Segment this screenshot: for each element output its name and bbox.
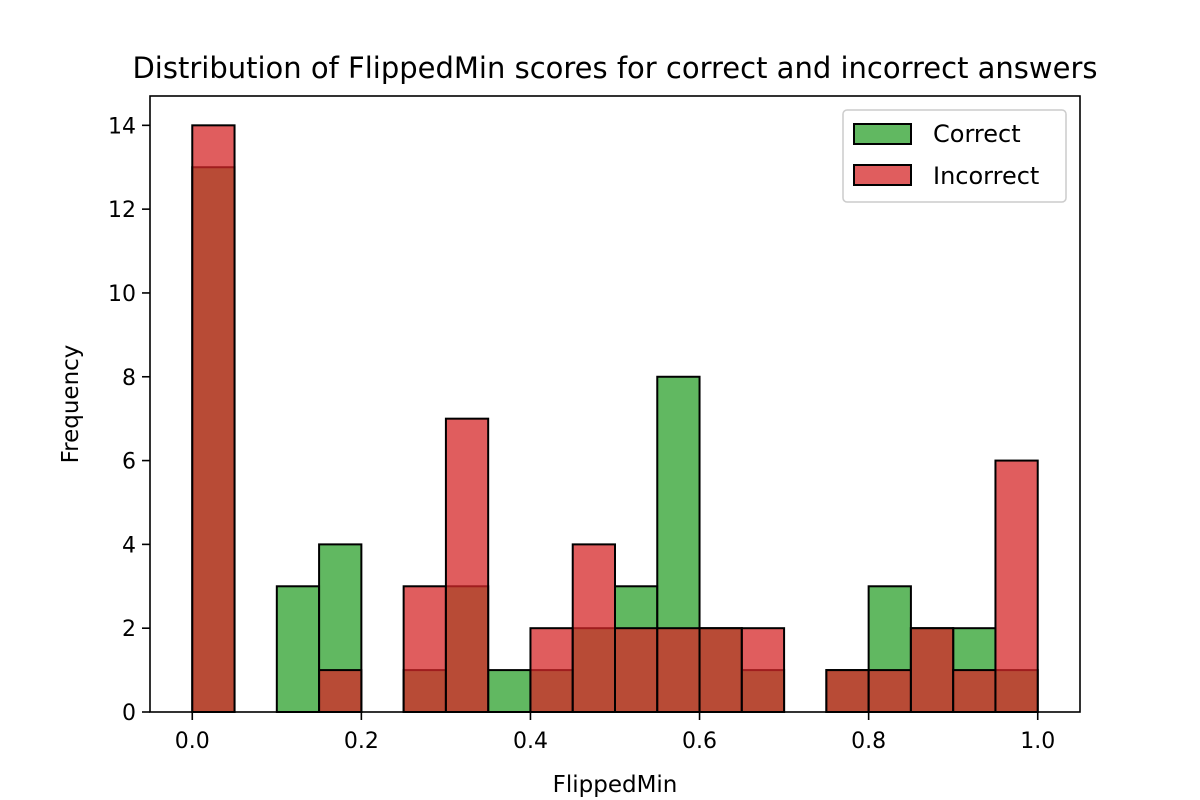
y-tick-label: 6 xyxy=(122,450,136,475)
x-tick-label: 0.2 xyxy=(344,729,379,754)
y-tick-label: 12 xyxy=(108,198,136,223)
x-axis-label: FlippedMin xyxy=(553,772,678,798)
bar-incorrect-0 xyxy=(191,124,236,714)
bar-incorrect-17 xyxy=(909,627,955,714)
x-tick-label: 0.6 xyxy=(682,729,717,754)
bar-incorrect-5 xyxy=(402,585,447,713)
bar-incorrect-10 xyxy=(614,627,659,714)
bar-correct-7 xyxy=(487,669,532,713)
bar-incorrect-9 xyxy=(571,543,617,714)
bar-incorrect-6 xyxy=(444,417,490,713)
bar-incorrect-11 xyxy=(656,627,701,714)
bar-incorrect-16 xyxy=(867,669,912,713)
legend: Correct Incorrect xyxy=(842,109,1067,203)
bar-incorrect-3 xyxy=(318,669,363,713)
bar-correct-2 xyxy=(275,585,321,713)
bar-incorrect-18 xyxy=(952,669,997,713)
bars-group xyxy=(191,124,1039,714)
x-tick-label: 0.8 xyxy=(851,729,886,754)
chart-title: Distribution of FlippedMin scores for co… xyxy=(132,51,1097,85)
y-tick-label: 4 xyxy=(122,533,136,558)
y-axis-ticks: 0 2 4 6 8 10 12 14 xyxy=(108,114,150,726)
x-axis-ticks: 0.0 0.2 0.4 0.6 0.8 1.0 xyxy=(175,712,1055,754)
legend-swatch-correct xyxy=(853,123,912,145)
y-tick-label: 0 xyxy=(122,701,136,726)
x-tick-label: 0.4 xyxy=(513,729,548,754)
y-axis-label: Frequency xyxy=(58,345,84,464)
bar-incorrect-15 xyxy=(825,669,870,713)
y-tick-label: 10 xyxy=(108,282,136,307)
plot-frame xyxy=(149,95,1081,713)
legend-label-incorrect: Incorrect xyxy=(933,162,1039,190)
legend-swatch-incorrect xyxy=(853,164,912,186)
bar-incorrect-8 xyxy=(529,627,574,714)
bar-incorrect-13 xyxy=(740,627,786,714)
x-tick-label: 0.0 xyxy=(175,729,210,754)
y-tick-label: 8 xyxy=(122,366,136,391)
y-tick-label: 2 xyxy=(122,617,136,642)
y-tick-label: 14 xyxy=(108,114,136,139)
legend-label-correct: Correct xyxy=(933,120,1021,148)
bar-incorrect-12 xyxy=(698,627,743,714)
bar-incorrect-19 xyxy=(994,459,1039,714)
x-tick-label: 1.0 xyxy=(1020,729,1055,754)
